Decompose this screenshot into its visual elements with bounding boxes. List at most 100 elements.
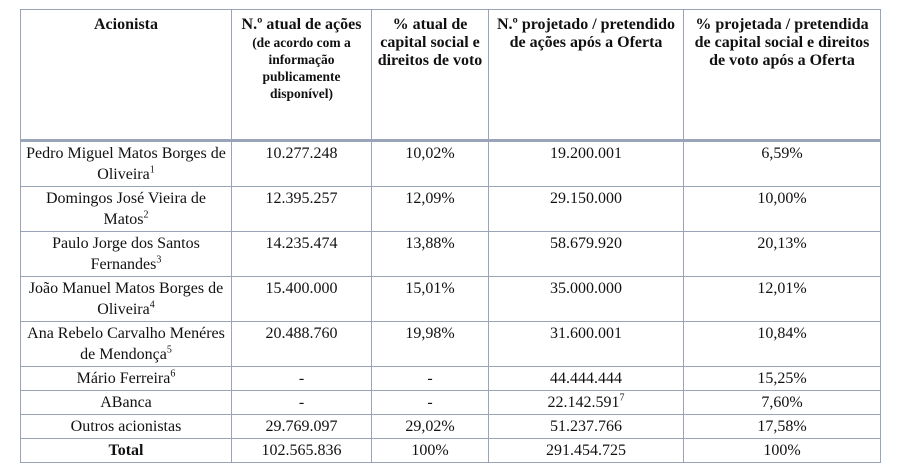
current-shares: 10.277.248	[265, 145, 338, 162]
current-pct: 10,02%	[405, 145, 455, 162]
projected-shares: 29.150.000	[550, 190, 622, 207]
current-shares-cell: 20.488.760	[231, 321, 372, 367]
shareholder-name-cell: Domingos José Vieira de Matos2	[20, 186, 232, 232]
total-row: Total 102.565.836 100% 291.454.725 100%	[20, 438, 881, 463]
shareholder-name: ABanca	[100, 394, 152, 411]
footnote-marker: 2	[143, 209, 149, 221]
footnote-marker: 3	[156, 254, 162, 266]
footnote-marker: 1	[149, 164, 155, 176]
header-current-shares-note: (de acordo com a informação publicamente…	[252, 35, 351, 101]
current-shares: 15.400.000	[265, 280, 338, 297]
shareholders-table: Acionista N.º atual de ações (de acordo c…	[20, 9, 881, 463]
table-row: ABanca - - 22.142.5917 7,60%	[20, 390, 881, 415]
table-row: Mário Ferreira6 - - 44.444.444 15,25%	[20, 366, 881, 391]
shareholder-name: Mário Ferreira	[76, 370, 171, 387]
projected-shares: 51.237.766	[550, 418, 622, 435]
total-projected-shares: 291.454.725	[488, 438, 684, 463]
header-current-shares: N.º atual de ações (de acordo com a infor…	[231, 9, 372, 142]
current-shares: -	[298, 370, 305, 387]
current-shares-cell: 12.395.257	[231, 186, 372, 232]
projected-pct: 15,25%	[757, 370, 807, 387]
projected-shares: 58.679.920	[550, 235, 622, 252]
projected-shares: 22.142.591	[547, 394, 620, 411]
current-pct-cell: -	[371, 390, 489, 415]
projected-shares-cell: 29.150.000	[488, 186, 684, 232]
projected-pct-cell: 7,60%	[683, 390, 881, 415]
current-pct-cell: -	[371, 366, 489, 391]
table-row: Ana Rebelo Carvalho Menéres de Mendonça5…	[20, 321, 881, 367]
header-shareholder: Acionista	[20, 9, 232, 142]
total-current-shares: 102.565.836	[231, 438, 372, 463]
projected-shares-cell: 22.142.5917	[488, 390, 684, 415]
footnote-marker: 7	[619, 392, 625, 404]
total-label: Total	[20, 438, 232, 463]
table-row: Paulo Jorge dos Santos Fernandes3 14.235.…	[20, 231, 881, 277]
shareholder-name: Domingos José Vieira de Matos	[45, 190, 207, 228]
shareholder-name-cell: Ana Rebelo Carvalho Menéres de Mendonça5	[20, 321, 232, 367]
projected-pct-cell: 6,59%	[683, 140, 881, 187]
header-projected-pct: % projetada / pretendida de capital soci…	[683, 9, 881, 142]
projected-pct: 10,00%	[757, 190, 807, 207]
current-shares: 14.235.474	[265, 235, 338, 252]
projected-pct-cell: 20,13%	[683, 231, 881, 277]
shareholder-name-cell: ABanca	[20, 390, 232, 415]
shareholder-name: Pedro Miguel Matos Borges de Oliveira	[26, 145, 226, 183]
projected-pct: 7,60%	[761, 394, 803, 411]
table-row: Pedro Miguel Matos Borges de Oliveira1 10…	[20, 140, 881, 187]
current-pct-cell: 15,01%	[371, 276, 489, 322]
projected-shares: 31.600.001	[550, 325, 622, 342]
current-pct-cell: 19,98%	[371, 321, 489, 367]
projected-shares-cell: 31.600.001	[488, 321, 684, 367]
shareholder-name-cell: João Manuel Matos Borges de Oliveira4	[20, 276, 232, 322]
current-shares-cell: -	[231, 366, 372, 391]
projected-pct: 17,58%	[757, 418, 807, 435]
shareholder-name-cell: Pedro Miguel Matos Borges de Oliveira1	[20, 140, 232, 187]
current-pct: 13,88%	[405, 235, 455, 252]
table-row: João Manuel Matos Borges de Oliveira4 15.…	[20, 276, 881, 322]
current-pct: 15,01%	[405, 280, 455, 297]
table-row: Outros acionistas 29.769.097 29,02% 51.237.…	[20, 414, 881, 439]
shareholder-name: Ana Rebelo Carvalho Menéres de Mendonça	[27, 325, 225, 363]
projected-pct: 20,13%	[757, 235, 807, 252]
projected-shares-cell: 51.237.766	[488, 414, 684, 439]
shareholder-name: Paulo Jorge dos Santos Fernandes	[52, 235, 200, 273]
current-shares: 29.769.097	[265, 418, 338, 435]
projected-shares-cell: 58.679.920	[488, 231, 684, 277]
current-shares: 12.395.257	[265, 190, 338, 207]
current-shares-cell: 10.277.248	[231, 140, 372, 187]
projected-shares-cell: 19.200.001	[488, 140, 684, 187]
current-pct-cell: 29,02%	[371, 414, 489, 439]
current-shares-cell: -	[231, 390, 372, 415]
projected-pct: 10,84%	[757, 325, 807, 342]
shareholder-name: Outros acionistas	[70, 418, 182, 435]
projected-pct: 12,01%	[757, 280, 807, 297]
current-pct: -	[427, 370, 433, 387]
current-pct-cell: 10,02%	[371, 140, 489, 187]
table-row: Domingos José Vieira de Matos2 12.395.257…	[20, 186, 881, 232]
projected-pct-cell: 17,58%	[683, 414, 881, 439]
current-shares-cell: 15.400.000	[231, 276, 372, 322]
footnote-marker: 5	[166, 344, 172, 356]
footnote-marker: 6	[170, 368, 176, 380]
current-shares: -	[298, 394, 305, 411]
shareholder-name-cell: Mário Ferreira6	[20, 366, 232, 391]
current-shares: 20.488.760	[265, 325, 338, 342]
projected-pct-cell: 15,25%	[683, 366, 881, 391]
shareholder-name: João Manuel Matos Borges de Oliveira	[28, 280, 224, 318]
current-pct-cell: 12,09%	[371, 186, 489, 232]
total-current-pct: 100%	[371, 438, 489, 463]
projected-shares: 35.000.000	[550, 280, 622, 297]
projected-pct-cell: 10,84%	[683, 321, 881, 367]
header-projected-shares: N.º projetado / pretendido de ações após…	[488, 9, 684, 142]
shareholder-name-cell: Outros acionistas	[20, 414, 232, 439]
current-pct: 19,98%	[405, 325, 455, 342]
header-current-pct: % atual de capital social e direitos de …	[371, 9, 489, 142]
projected-shares: 19.200.001	[550, 145, 622, 162]
projected-shares-cell: 44.444.444	[488, 366, 684, 391]
projected-shares-cell: 35.000.000	[488, 276, 684, 322]
current-pct: -	[427, 394, 433, 411]
current-pct: 12,09%	[405, 190, 455, 207]
footnote-marker: 4	[149, 299, 155, 311]
shareholder-name-cell: Paulo Jorge dos Santos Fernandes3	[20, 231, 232, 277]
current-shares-cell: 29.769.097	[231, 414, 372, 439]
